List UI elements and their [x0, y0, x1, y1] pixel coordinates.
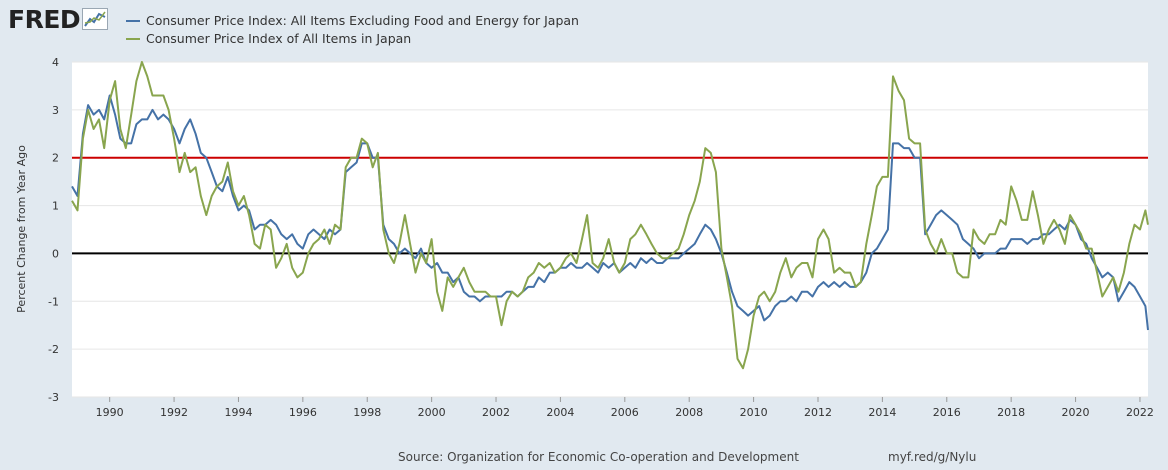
y-tick-label: 4: [52, 56, 59, 69]
y-tick-label: 2: [52, 152, 59, 165]
x-tick-label: 2018: [997, 406, 1025, 419]
x-tick-label: 2014: [868, 406, 896, 419]
y-tick-label: -3: [48, 391, 59, 404]
legend-item-core[interactable]: Consumer Price Index: All Items Excludin…: [126, 12, 579, 30]
short-url-link[interactable]: myf.red/g/Nylu: [888, 450, 977, 464]
legend-label-all: Consumer Price Index of All Items in Jap…: [146, 31, 412, 46]
y-tick-label: -2: [48, 343, 59, 356]
y-tick-label: -1: [48, 295, 59, 308]
y-tick-label: 3: [52, 104, 59, 117]
x-tick-label: 2012: [804, 406, 832, 419]
y-axis-title: Percent Change from Year Ago: [15, 145, 28, 313]
x-tick-label: 1990: [96, 406, 124, 419]
x-tick-label: 1992: [160, 406, 188, 419]
chart-legend: Consumer Price Index: All Items Excludin…: [126, 12, 579, 48]
x-axis-ticks: 1990 1992 1994 1996 1998 2000 2002 2004 2006 2008…: [96, 397, 1154, 419]
x-tick-label: 2016: [933, 406, 961, 419]
y-tick-label: 1: [52, 200, 59, 213]
x-tick-label: 1998: [353, 406, 381, 419]
y-tick-label: 0: [52, 247, 59, 260]
x-tick-label: 2022: [1126, 406, 1154, 419]
legend-item-all[interactable]: Consumer Price Index of All Items in Jap…: [126, 30, 579, 48]
x-tick-label: 2020: [1062, 406, 1090, 419]
chart-line-icon: [82, 8, 109, 30]
reference-lines: [72, 156, 1148, 255]
legend-swatch-all: [126, 38, 140, 40]
fred-logo[interactable]: FRED: [8, 4, 109, 34]
legend-label-core: Consumer Price Index: All Items Excludin…: [146, 13, 579, 28]
plot-background: [72, 62, 1148, 397]
x-tick-label: 1996: [289, 406, 317, 419]
x-tick-label: 2006: [611, 406, 639, 419]
series-lines: [71, 61, 1149, 370]
y-axis-ticks: -3 -2 -1 0 1 2 3 4: [48, 56, 59, 404]
series-line-all[interactable]: [71, 61, 1149, 370]
logo-text: FRED: [8, 4, 81, 34]
legend-swatch-core: [126, 20, 140, 22]
x-tick-label: 2010: [740, 406, 768, 419]
x-tick-label: 2008: [675, 406, 703, 419]
x-tick-label: 1994: [224, 406, 252, 419]
x-tick-label: 2002: [482, 406, 510, 419]
chart-header: FRED Consumer Price Index: All Items Exc…: [0, 0, 1168, 58]
source-note: Source: Organization for Economic Co-ope…: [398, 450, 799, 464]
x-tick-label: 2004: [546, 406, 574, 419]
x-tick-label: 2000: [418, 406, 446, 419]
